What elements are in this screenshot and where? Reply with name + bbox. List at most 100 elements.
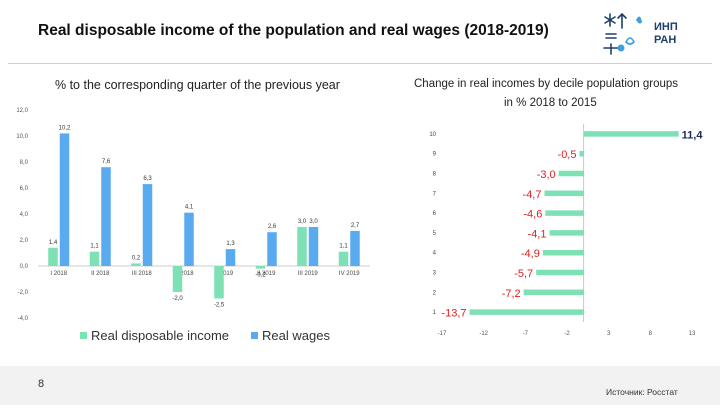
- income-bar: [338, 251, 349, 266]
- logo-emblem-icon: [603, 12, 642, 55]
- income-bar: [131, 263, 141, 266]
- income-bar: [48, 247, 58, 266]
- left-chart-title: % to the corresponding quarter of the pr…: [55, 78, 340, 92]
- wages-bar: [142, 184, 153, 266]
- wages-bar: [308, 227, 319, 266]
- x-tick-label: -2: [564, 331, 570, 337]
- legend-item-wages: Real wages: [251, 328, 330, 343]
- legend-swatch-wages: [251, 332, 259, 339]
- y-tick-label: 6,0: [20, 186, 29, 192]
- wages-data-label: 6,3: [143, 176, 152, 182]
- x-tick-label: 3: [607, 331, 611, 337]
- decile-data-label: -3,0: [537, 169, 556, 181]
- x-tick-label: 8: [649, 331, 653, 337]
- x-tick-label: -7: [523, 331, 529, 337]
- income-bar: [297, 227, 307, 266]
- legend-item-income: Real disposable income: [80, 328, 229, 343]
- x-tick-label: III 2018: [132, 271, 153, 277]
- wages-bar: [101, 167, 111, 266]
- wages-data-label: 1,3: [226, 241, 235, 247]
- decile-data-label: -7,2: [502, 288, 521, 300]
- y-tick-label: 1: [433, 310, 437, 316]
- decile-data-label: -4,6: [523, 209, 542, 221]
- decile-data-label: -4,9: [521, 248, 540, 260]
- wages-bar: [225, 249, 236, 266]
- y-tick-label: 6: [433, 211, 437, 217]
- income-data-label: -0,2: [255, 273, 266, 279]
- wages-bar: [267, 232, 277, 266]
- wages-bar: [350, 230, 360, 266]
- x-tick-label: IV 2018: [173, 271, 194, 277]
- income-data-label: -2,0: [172, 296, 183, 302]
- right-chart-title: Change in real incomes by decile populat…: [414, 78, 679, 90]
- decile-bar: [542, 249, 584, 256]
- decile-bar: [583, 131, 679, 137]
- y-tick-label: 8,0: [20, 160, 29, 166]
- decile-data-label: -0,5: [558, 149, 577, 161]
- wages-bar: [59, 133, 70, 266]
- income-data-label: 0,2: [132, 255, 141, 261]
- decile-bar: [469, 309, 584, 315]
- legend-swatch-income: [80, 332, 87, 339]
- decile-bar: [544, 190, 584, 197]
- x-tick-label: II 2019: [257, 271, 276, 277]
- wages-data-label: 10,2: [59, 125, 71, 131]
- left-chart-legend: Real disposable income Real wages: [80, 328, 352, 343]
- footer-bar: 8 Источник: Росстат: [0, 366, 720, 405]
- income-bar: [172, 266, 183, 292]
- decile-bar: [579, 150, 584, 157]
- right-chart-subtitle: in % 2018 to 2015: [504, 97, 597, 109]
- y-tick-label: 3: [433, 271, 437, 277]
- decile-data-label: -13,7: [441, 308, 466, 320]
- x-tick-label: I 2019: [216, 271, 233, 277]
- income-bar: [255, 266, 266, 269]
- y-tick-label: 0,0: [20, 264, 29, 270]
- logo-line-1: ИНП: [654, 21, 678, 33]
- decile-data-label: -4,1: [528, 228, 547, 240]
- x-tick-label: III 2019: [298, 271, 319, 277]
- income-data-label: 1,1: [339, 244, 348, 250]
- y-tick-label: 5: [433, 231, 437, 237]
- decile-bar: [549, 230, 584, 236]
- legend-label-wages: Real wages: [262, 328, 330, 343]
- decile-data-label: -4,7: [523, 189, 542, 201]
- decile-bar: [523, 289, 584, 296]
- y-tick-label: -4,0: [18, 316, 29, 322]
- legend-label-income: Real disposable income: [91, 328, 230, 343]
- x-tick-label: I 2018: [50, 271, 67, 277]
- wages-bar: [184, 212, 194, 266]
- y-tick-label: 2: [433, 290, 437, 296]
- wages-data-label: 2,6: [268, 224, 277, 230]
- page-number: 8: [38, 378, 45, 390]
- title-divider: [8, 63, 712, 64]
- y-tick-label: 8: [433, 172, 437, 178]
- wages-data-label: 3,0: [309, 219, 318, 225]
- decile-bar: [536, 269, 584, 276]
- income-data-label: 1,4: [49, 240, 58, 246]
- y-tick-label: 4: [433, 251, 437, 257]
- wages-data-label: 2,7: [351, 223, 360, 229]
- slide-title: Real disposable income of the population…: [38, 22, 549, 39]
- income-data-label: -2,5: [214, 303, 225, 309]
- decile-bar: [545, 210, 584, 216]
- y-tick-label: 2,0: [20, 238, 29, 244]
- x-tick-label: -17: [438, 331, 447, 337]
- wages-data-label: 7,6: [102, 159, 111, 165]
- y-tick-label: 12,0: [16, 108, 28, 114]
- x-tick-label: 13: [689, 331, 696, 337]
- inp-ran-logo: ИНП РАН: [596, 8, 708, 58]
- logo-line-2: РАН: [654, 34, 677, 46]
- y-tick-label: -2,0: [18, 290, 29, 296]
- y-tick-label: 4,0: [20, 212, 29, 218]
- x-tick-label: IV 2019: [339, 271, 360, 277]
- decile-bar: [558, 170, 584, 177]
- decile-data-label: -5,7: [514, 268, 533, 280]
- x-tick-label: II 2018: [91, 271, 110, 277]
- wages-data-label: 4,1: [185, 205, 194, 211]
- y-tick-label: 10: [429, 132, 436, 138]
- income-data-label: 1,1: [90, 244, 99, 250]
- y-tick-label: 10,0: [16, 134, 28, 140]
- decile-data-label: 11,4: [682, 129, 704, 141]
